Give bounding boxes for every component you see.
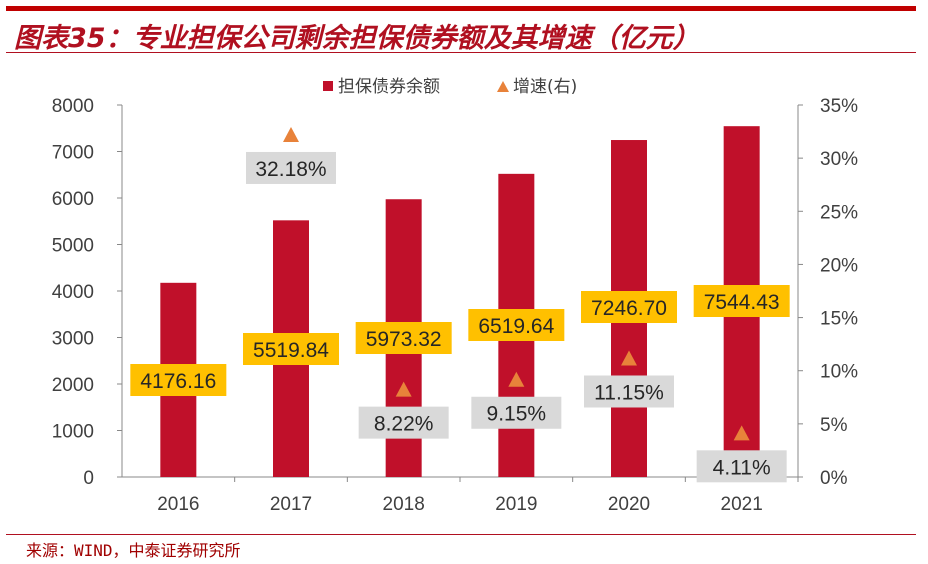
left-tick-label: 1000 [52,422,94,443]
left-tick-label: 5000 [52,236,94,257]
chart: 0 1000 2000 3000 4000 5000 6000 7000 8000 0% 5% 10%… [52,77,858,515]
x-tick-label: 2019 [495,494,537,515]
right-tick-label: 0% [820,468,848,489]
right-tick-label: 5% [820,415,848,436]
bar-label: 7246.70 [591,297,667,320]
bar-label-box [693,285,790,317]
growth-marker [395,381,412,397]
legend-bar-label: 担保债券余额 [338,77,440,97]
bar-label: 5519.84 [253,339,329,362]
bar-label-box [243,333,339,365]
bar-label-box [355,322,452,354]
growth-label-box [584,375,674,408]
bar-label: 6519.64 [478,315,554,338]
growth-label-box [471,396,562,429]
source-note: 来源：WIND，中泰证券研究所 [26,541,241,560]
bar-label-box [130,364,227,396]
legend-growth-label: 增速(右) [513,77,577,97]
left-tick-label: 7000 [52,143,94,164]
source-rule [6,534,916,535]
x-tick-label: 2021 [721,494,763,515]
title-rule [6,52,916,53]
growth-marker [621,350,637,366]
growth-label-box [358,406,449,439]
bar-label: 7544.43 [704,291,780,314]
left-tick-label: 0 [83,468,94,489]
growth-label: 11.15% [594,381,664,404]
growth-label: 8.22% [374,413,434,436]
right-tick-label: 10% [820,362,858,383]
left-tick-label: 6000 [52,189,94,210]
right-tick-label: 35% [820,96,858,117]
left-tick-label: 8000 [52,96,94,117]
x-tick-label: 2018 [383,494,425,515]
right-tick-label: 30% [820,149,858,170]
bar-label-box [581,291,677,323]
growth-marker [283,126,299,142]
growth-label: 32.18% [255,158,326,181]
left-tick-label: 4000 [52,282,94,303]
right-tick-label: 25% [820,202,858,223]
bar-label-box [468,309,565,341]
growth-marker [508,371,525,387]
left-tick-label: 2000 [52,375,94,396]
x-tick-label: 2017 [270,494,312,515]
right-tick-label: 20% [820,255,858,276]
legend-bar-swatch [323,81,333,91]
figure-title: 图表35：专业担保公司剩余担保债券额及其增速（亿元） [14,23,700,54]
top-bar [6,6,916,11]
growth-label: 9.15% [487,403,547,426]
x-tick-label: 2020 [608,494,650,515]
right-tick-label: 15% [820,309,858,330]
growth-label-box [246,151,336,184]
growth-label: 4.11% [713,456,771,479]
bar-label: 4176.16 [140,370,216,393]
growth-marker [733,425,750,441]
left-tick-label: 3000 [52,329,94,350]
bar-label: 5973.32 [366,328,442,351]
x-tick-label: 2016 [157,494,199,515]
legend-triangle-icon [497,81,509,92]
growth-label-box [696,450,787,483]
